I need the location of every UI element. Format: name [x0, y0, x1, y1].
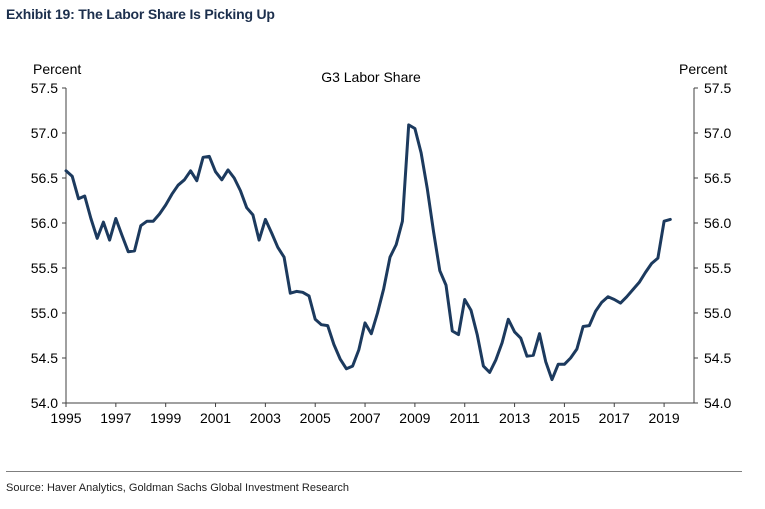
x-tick-label: 1995 [50, 410, 81, 426]
series-line [64, 123, 672, 382]
y-axis-label-left: Percent [33, 61, 81, 77]
chart-title: G3 Labor Share [321, 69, 421, 85]
x-tick-label: 2001 [200, 410, 231, 426]
y-tick-label-right: 57.5 [704, 80, 731, 96]
y-tick-label-right: 55.0 [704, 305, 731, 321]
x-tick-label: 2003 [250, 410, 281, 426]
y-tick-label-left: 57.0 [31, 125, 58, 141]
source-divider [6, 471, 742, 472]
y-tick-label-left: 56.5 [31, 170, 58, 186]
y-axis-label-right: Percent [679, 61, 727, 77]
x-tick-label: 1997 [100, 410, 131, 426]
y-tick-label-right: 54.0 [704, 395, 731, 411]
y-tick-label-left: 54.0 [31, 395, 58, 411]
x-tick-label: 1999 [150, 410, 181, 426]
x-tick-label: 2015 [549, 410, 580, 426]
y-tick-label-right: 56.5 [704, 170, 731, 186]
exhibit-title: Exhibit 19: The Labor Share Is Picking U… [6, 6, 275, 22]
x-tick-label: 2013 [499, 410, 530, 426]
x-tick-label: 2019 [649, 410, 680, 426]
x-tick-label: 2009 [399, 410, 430, 426]
y-tick-label-left: 55.0 [31, 305, 58, 321]
x-tick-label: 2011 [450, 410, 480, 426]
x-tick-label: 2007 [349, 410, 380, 426]
x-tick-label: 2017 [599, 410, 630, 426]
y-tick-label-right: 56.0 [704, 215, 731, 231]
x-tick-label: 2005 [300, 410, 331, 426]
y-tick-label-left: 54.5 [31, 350, 58, 366]
y-tick-label-left: 56.0 [31, 215, 58, 231]
y-tick-label-right: 55.5 [704, 260, 731, 276]
y-tick-label-right: 54.5 [704, 350, 731, 366]
y-tick-label-right: 57.0 [704, 125, 731, 141]
source-note: Source: Haver Analytics, Goldman Sachs G… [6, 482, 349, 494]
y-tick-label-left: 55.5 [31, 260, 58, 276]
y-tick-label-left: 57.5 [31, 80, 58, 96]
line-chart: G3 Labor Share Percent Percent 54.0 54.0 5… [31, 61, 732, 426]
